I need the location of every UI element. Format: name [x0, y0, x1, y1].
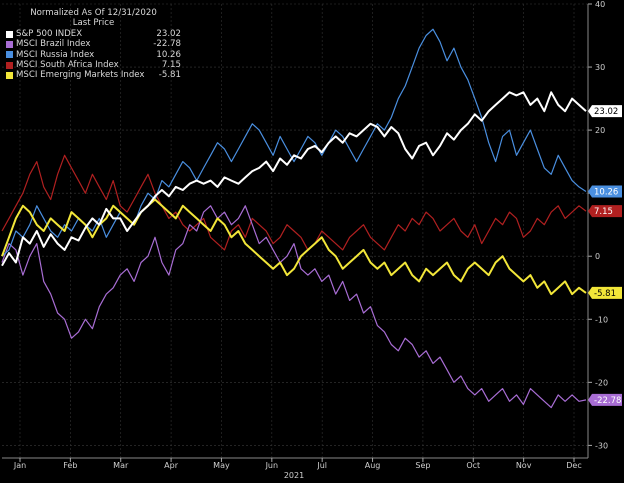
legend-row-brazil: MSCI Brazil Index -22.78 [6, 39, 181, 49]
legend-series-name: S&P 500 INDEX [16, 28, 83, 39]
x-tick-label: Dec [566, 461, 581, 470]
y-tick-label: 20 [595, 126, 605, 135]
legend-swatch [6, 72, 13, 80]
legend-series-value: 23.02 [156, 28, 181, 39]
legend-row-russia: MSCI Russia Index 10.26 [6, 50, 181, 60]
last-price-tag-label: 10.26 [594, 188, 618, 198]
legend-title: Normalized As Of 12/31/2020 [30, 8, 157, 18]
legend-series-value: 10.26 [156, 49, 181, 60]
x-tick-label: Apr [164, 461, 179, 470]
last-price-tag: -22.78 [588, 393, 622, 406]
series-line-0 [1, 91, 587, 267]
legend-series-value: -5.81 [158, 70, 181, 81]
legend-series-name: MSCI Emerging Markets Index [16, 70, 145, 81]
legend-series-name: MSCI South Africa Index [16, 60, 119, 71]
x-tick-label: Sep [415, 461, 430, 470]
legend-row-emerging: MSCI Emerging Markets Index -5.81 [6, 70, 181, 80]
legend-swatch [6, 61, 13, 69]
y-axis: -30-20-10010203040 [587, 0, 608, 458]
x-tick-label: Aug [365, 461, 381, 470]
legend-row-south-africa: MSCI South Africa Index 7.15 [6, 60, 181, 70]
x-tick-label: Jan [13, 461, 26, 470]
series-line-2 [1, 28, 587, 257]
last-price-tag-bg [588, 105, 622, 118]
legend-swatch [6, 40, 13, 48]
legend-series-value: 7.15 [161, 60, 181, 71]
last-price-tag: 7.15 [588, 205, 622, 218]
x-tick-label: Feb [63, 461, 77, 470]
last-price-tag-bg [588, 185, 622, 198]
last-price-tag-bg [588, 205, 622, 218]
gridlines [2, 3, 588, 458]
legend-series-name: MSCI Russia Index [16, 49, 95, 60]
x-axis: Jan Feb Mar Apr May Jun Jul Aug Sep Oct Nov Dec [2, 457, 588, 470]
legend-subtitle: Last Price [72, 18, 115, 29]
legend-row-sp500: S&P 500 INDEX 23.02 [6, 29, 181, 39]
last-price-tags: 23.02 -22.78 10.26 7.15 -5.81 [588, 105, 622, 406]
legend-swatch [6, 51, 13, 59]
y-tick-label: 0 [595, 252, 600, 261]
y-tick-label: 40 [595, 0, 605, 9]
series-lines [1, 28, 587, 409]
legend: Normalized As Of 12/31/2020 Last Price S… [6, 8, 181, 81]
last-price-tag-label: 23.02 [594, 107, 618, 117]
legend-swatch [6, 30, 13, 38]
x-tick-label: Jun [265, 461, 279, 470]
legend-series-value: -22.78 [153, 39, 181, 50]
last-price-tag-label: -5.81 [594, 289, 616, 299]
legend-series-name: MSCI Brazil Index [16, 39, 91, 50]
last-price-tag-bg [588, 286, 622, 299]
last-price-tag: 23.02 [588, 105, 622, 118]
y-tick-label: -30 [595, 441, 608, 450]
x-tick-label: Jul [316, 461, 327, 470]
series-line-4 [1, 198, 587, 296]
y-tick-label: -10 [595, 315, 608, 324]
last-price-tag-label: 7.15 [594, 207, 613, 217]
last-price-tag-bg [588, 393, 622, 406]
y-tick-label: -20 [595, 378, 608, 387]
x-tick-label: Oct [466, 461, 480, 470]
x-tick-label: Nov [516, 461, 532, 470]
series-line-3 [1, 154, 587, 251]
x-axis-label: 2021 [284, 471, 304, 480]
last-price-tag: -5.81 [588, 286, 622, 299]
x-tick-label: May [213, 461, 230, 470]
y-tick-label: 30 [595, 63, 605, 72]
x-tick-label: Mar [113, 461, 129, 470]
last-price-tag: 10.26 [588, 185, 622, 198]
last-price-tag-label: -22.78 [594, 396, 621, 406]
series-line-1 [1, 205, 587, 409]
